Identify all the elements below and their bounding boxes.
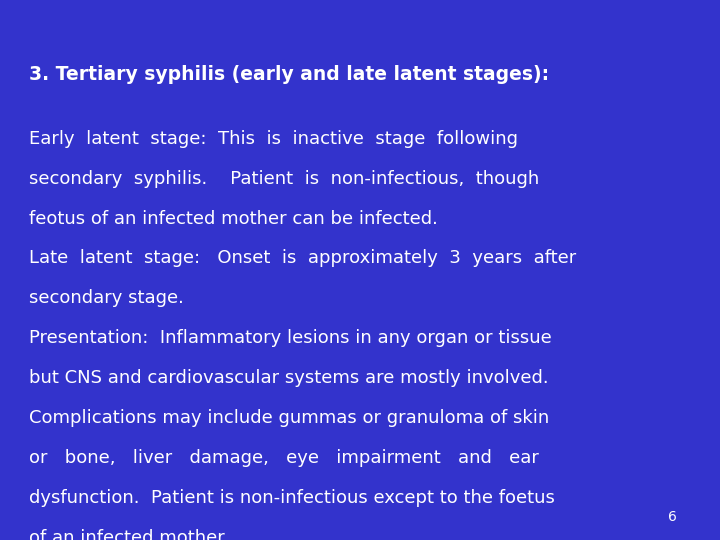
Text: Complications may include gummas or granuloma of skin: Complications may include gummas or gran… (29, 409, 549, 427)
Text: 3. Tertiary syphilis (early and late latent stages):: 3. Tertiary syphilis (early and late lat… (29, 65, 549, 84)
Text: feotus of an infected mother can be infected.: feotus of an infected mother can be infe… (29, 210, 438, 227)
Text: secondary stage.: secondary stage. (29, 289, 184, 307)
Text: Presentation:  Inflammatory lesions in any organ or tissue: Presentation: Inflammatory lesions in an… (29, 329, 552, 347)
Text: but CNS and cardiovascular systems are mostly involved.: but CNS and cardiovascular systems are m… (29, 369, 549, 387)
Text: of an infected mother: of an infected mother (29, 529, 225, 540)
Text: 6: 6 (668, 510, 677, 524)
Text: dysfunction.  Patient is non-infectious except to the foetus: dysfunction. Patient is non-infectious e… (29, 489, 554, 507)
Text: secondary  syphilis.    Patient  is  non-infectious,  though: secondary syphilis. Patient is non-infec… (29, 170, 539, 187)
Text: or   bone,   liver   damage,   eye   impairment   and   ear: or bone, liver damage, eye impairment an… (29, 449, 539, 467)
Text: Early  latent  stage:  This  is  inactive  stage  following: Early latent stage: This is inactive sta… (29, 130, 518, 147)
Text: Late  latent  stage:   Onset  is  approximately  3  years  after: Late latent stage: Onset is approximatel… (29, 249, 576, 267)
